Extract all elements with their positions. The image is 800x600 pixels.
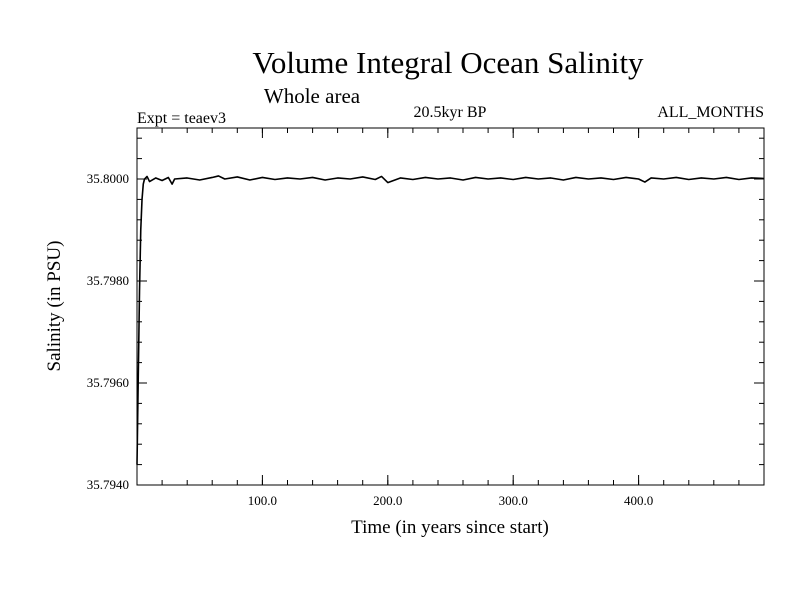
months-label: ALL_MONTHS (657, 104, 764, 121)
chart-subtitle: Whole area (264, 84, 361, 108)
x-tick-label: 400.0 (624, 493, 653, 508)
x-tick-label: 200.0 (373, 493, 402, 508)
y-tick-label: 35.7940 (87, 477, 129, 492)
y-tick-labels: 35.7940 35.7960 35.7980 35.8000 (87, 171, 129, 492)
x-tick-labels: 100.0 200.0 300.0 400.0 (248, 493, 653, 508)
x-tick-label: 300.0 (499, 493, 528, 508)
y-tick-label: 35.8000 (87, 171, 129, 186)
plot-frame (136, 127, 765, 486)
axis-ticks (137, 128, 764, 486)
series-line (136, 175, 765, 465)
y-axis-label: Salinity (in PSU) (44, 241, 65, 372)
experiment-label: Expt = teaev3 (137, 110, 226, 127)
period-label: 20.5kyr BP (414, 104, 487, 121)
chart-title: Volume Integral Ocean Salinity (252, 45, 644, 80)
x-axis-label: Time (in years since start) (351, 517, 549, 538)
y-tick-label: 35.7980 (87, 273, 129, 288)
y-tick-label: 35.7960 (87, 375, 129, 390)
x-tick-label: 100.0 (248, 493, 277, 508)
